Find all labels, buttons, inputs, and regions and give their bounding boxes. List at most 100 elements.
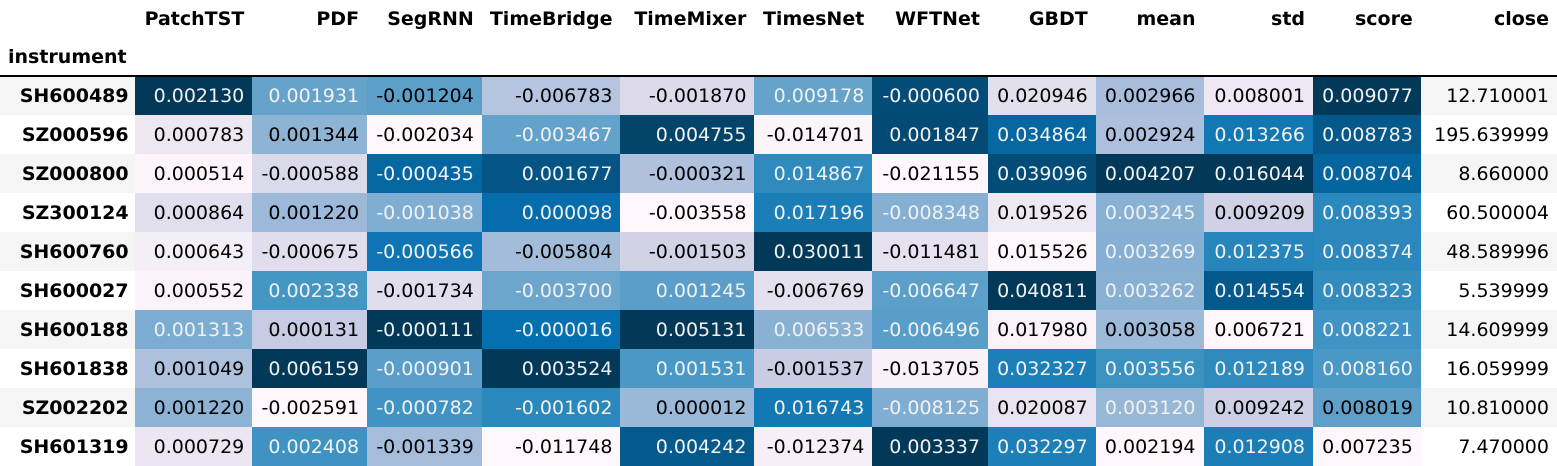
table-cell: 0.007235 <box>1313 427 1421 466</box>
table-cell: 0.030011 <box>754 232 873 271</box>
table-cell: 0.002408 <box>252 427 368 466</box>
table-cell: -0.008348 <box>872 193 988 232</box>
table-cell: 0.003245 <box>1095 193 1204 232</box>
table-cell: 0.001931 <box>252 76 368 115</box>
table-cell: -0.006783 <box>481 76 621 115</box>
table-cell: 0.002338 <box>252 271 368 310</box>
table-cell: -0.001537 <box>754 349 873 388</box>
table-cell: 0.003337 <box>872 427 988 466</box>
table-cell: -0.000321 <box>620 154 755 193</box>
table-cell: -0.001503 <box>620 232 755 271</box>
table-cell: 0.006721 <box>1203 310 1314 349</box>
table-cell: 0.039096 <box>987 154 1096 193</box>
close-cell: 7.470000 <box>1458 435 1549 458</box>
row-index-label: SH600760 <box>0 232 135 271</box>
table-cell: 0.032327 <box>987 349 1096 388</box>
close-cell: 60.500004 <box>1446 201 1549 224</box>
column-header: TimesNet <box>762 8 865 30</box>
table-row: SZ002202 0.001220 -0.002591 -0.000782 -0.001… <box>0 388 1557 427</box>
table-cell: 0.002130 <box>134 76 253 115</box>
table-cell: 0.000098 <box>481 193 621 232</box>
table-cell: 0.012189 <box>1203 349 1314 388</box>
table-cell: -0.000600 <box>872 76 988 115</box>
table-cell: 0.001245 <box>620 271 755 310</box>
close-cell: 12.710001 <box>1420 76 1557 115</box>
table-row: SH600027 0.000552 0.002338 -0.001734 -0.0037… <box>0 271 1557 310</box>
row-index-label: SZ002202 <box>0 388 135 427</box>
table-cell: 0.003058 <box>1095 310 1204 349</box>
table-cell: 0.034864 <box>987 115 1096 154</box>
table-cell: 0.004207 <box>1095 154 1204 193</box>
close-cell: 10.810000 <box>1420 388 1557 427</box>
table-cell: -0.021155 <box>872 154 988 193</box>
table-cell: -0.006769 <box>754 271 873 310</box>
row-index-label: SH600188 <box>0 310 135 349</box>
index-name: instrument <box>8 45 127 68</box>
table-cell: 0.002194 <box>1095 427 1204 466</box>
row-index-label: SZ000800 <box>0 154 135 193</box>
table-cell: 0.000012 <box>620 388 755 427</box>
table-cell: -0.001339 <box>367 427 482 466</box>
table-cell: 0.009209 <box>1203 193 1314 232</box>
table-cell: -0.000016 <box>481 310 621 349</box>
table-cell: -0.003467 <box>481 115 621 154</box>
column-header: PDF <box>316 8 360 30</box>
table-cell: -0.000435 <box>367 154 482 193</box>
close-cell: 195.639999 <box>1434 123 1549 146</box>
table-cell: -0.014701 <box>754 115 873 154</box>
table-cell: 0.003120 <box>1095 388 1204 427</box>
table-cell: -0.006647 <box>872 271 988 310</box>
table-cell: 0.001220 <box>252 193 368 232</box>
table-cell: -0.002591 <box>252 388 368 427</box>
table-cell: -0.011481 <box>872 232 988 271</box>
table-cell: 0.005131 <box>620 310 755 349</box>
row-index-label: SH600027 <box>19 279 129 302</box>
table-cell: -0.008125 <box>872 388 988 427</box>
table-cell: 0.008783 <box>1313 115 1421 154</box>
table-row: SZ000800 0.000514 -0.000588 -0.000435 0.0016… <box>0 154 1557 193</box>
row-index-label: SZ000596 <box>21 123 129 146</box>
table-cell: 0.004755 <box>620 115 755 154</box>
column-header: GBDT <box>1028 8 1088 30</box>
table-cell: 0.000514 <box>134 154 253 193</box>
table-row: SH600760 0.000643 -0.000675 -0.000566 -0.005… <box>0 232 1557 271</box>
table-cell: -0.000588 <box>252 154 368 193</box>
table-cell: 0.001344 <box>252 115 368 154</box>
table-cell: 0.006159 <box>252 349 368 388</box>
table-cell: -0.000111 <box>367 310 482 349</box>
table-cell: 0.008323 <box>1313 271 1421 310</box>
table-cell: 0.015526 <box>987 232 1096 271</box>
table-cell: 0.002966 <box>1095 76 1204 115</box>
table-cell: 0.008221 <box>1313 310 1421 349</box>
table-cell: 0.016044 <box>1203 154 1314 193</box>
table-cell: 0.001049 <box>134 349 253 388</box>
table-cell: 0.000783 <box>134 115 253 154</box>
table-cell: -0.003558 <box>620 193 755 232</box>
table-cell: 0.008001 <box>1203 76 1314 115</box>
table-cell: 0.019526 <box>987 193 1096 232</box>
table-cell: 0.000552 <box>134 271 253 310</box>
table-cell: 0.003524 <box>481 349 621 388</box>
table-cell: 0.009178 <box>754 76 873 115</box>
table-cell: 0.008160 <box>1313 349 1421 388</box>
close-cell: 16.059999 <box>1446 357 1549 380</box>
column-header: SegRNN <box>387 8 474 30</box>
close-cell: 14.609999 <box>1420 310 1557 349</box>
header-blank <box>0 0 135 38</box>
table-cell: 0.012375 <box>1203 232 1314 271</box>
table-cell: 0.006533 <box>754 310 873 349</box>
table-cell: -0.000782 <box>367 388 482 427</box>
table-cell: 0.000864 <box>134 193 253 232</box>
table-cell: 0.000729 <box>134 427 253 466</box>
column-header: TimeMixer <box>634 8 747 30</box>
table-cell: -0.001602 <box>481 388 621 427</box>
table-row: SH600188 0.001313 0.000131 -0.000111 -0.0000… <box>0 310 1557 349</box>
table-cell: 0.012908 <box>1203 427 1314 466</box>
table-cell: -0.002034 <box>367 115 482 154</box>
row-index-label: SH600489 <box>0 76 135 115</box>
table-row: SH600489 0.002130 0.001931 -0.001204 -0.0067… <box>0 76 1557 115</box>
table-cell: -0.001734 <box>367 271 482 310</box>
table-cell: 0.020946 <box>987 76 1096 115</box>
row-index-label: SH601838 <box>19 357 129 380</box>
